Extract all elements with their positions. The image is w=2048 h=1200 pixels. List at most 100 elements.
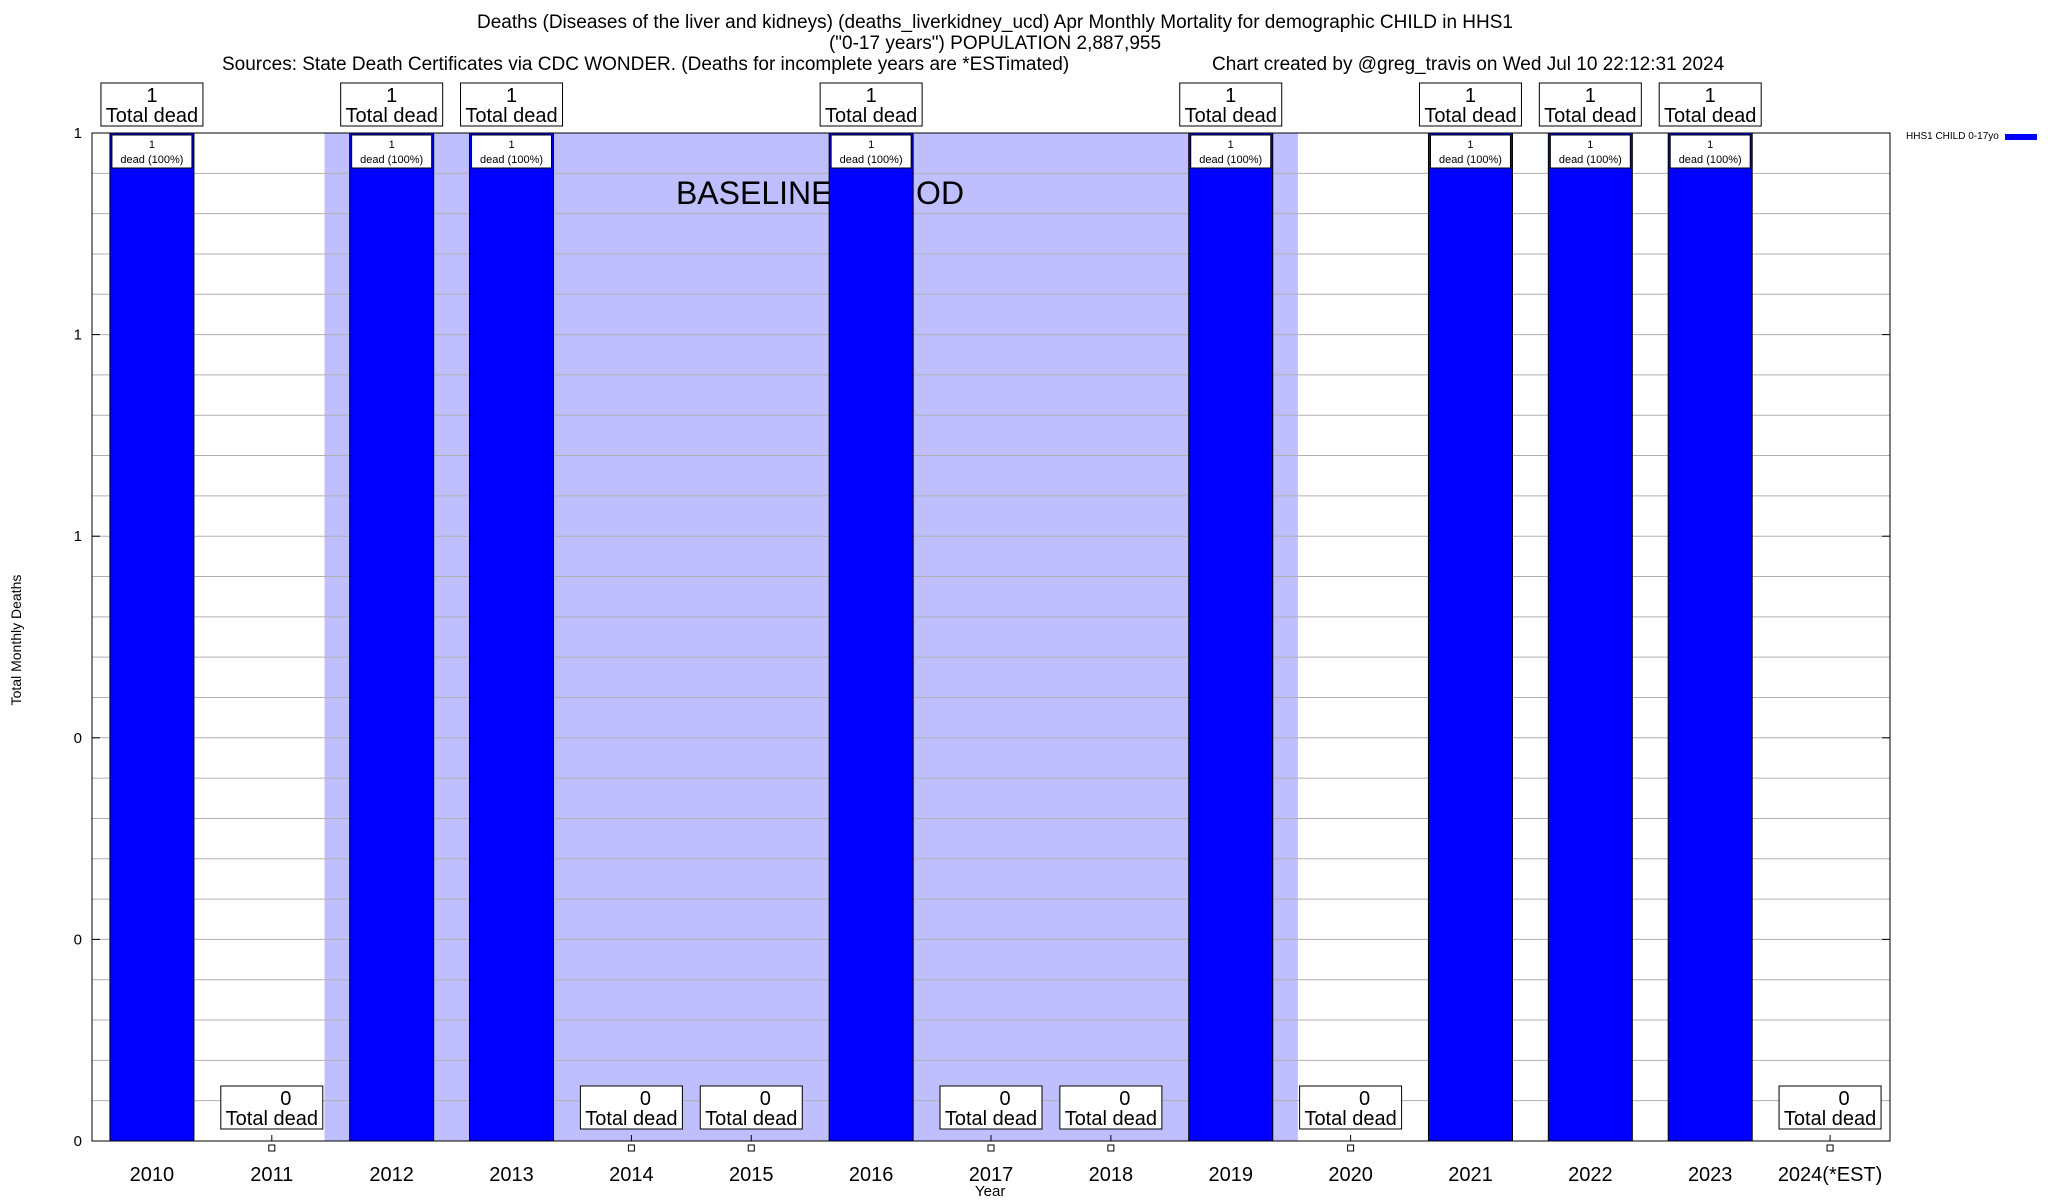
bar <box>828 132 914 1142</box>
legend: HHS1 CHILD 0-17yo <box>1906 131 2037 142</box>
total-label-value: 0 <box>1119 1088 1130 1110</box>
total-label-text: Total dead <box>1544 105 1636 127</box>
x-tick-label: 2012 <box>369 1164 414 1186</box>
total-label-text: Total dead <box>1664 105 1756 127</box>
bar-label-text: dead (100%) <box>120 154 183 166</box>
bar-label-value: 1 <box>1467 139 1473 151</box>
zero-marker <box>1107 1144 1115 1152</box>
total-label-box <box>100 82 204 127</box>
x-tick-label: 2024(*EST) <box>1778 1164 1883 1186</box>
bar-label-text: dead (100%) <box>1679 154 1742 166</box>
total-label-text: Total dead <box>1065 1108 1157 1130</box>
bar-label-text: dead (100%) <box>840 154 903 166</box>
bar-label-text: dead (100%) <box>1559 154 1622 166</box>
bar-label-text: dead (100%) <box>360 154 423 166</box>
total-label-text: Total dead <box>585 1108 677 1130</box>
legend-swatch <box>2004 133 2037 140</box>
bar <box>1188 132 1274 1142</box>
baseline-period-label: BASELINE PERIOD <box>676 175 964 211</box>
bar-label-box <box>1429 134 1511 169</box>
y-tick-label: 0 <box>74 1133 82 1150</box>
y-tick-label: 0 <box>74 730 82 747</box>
bar-label-box <box>1669 134 1751 169</box>
total-label-box <box>1658 82 1762 127</box>
total-label-value: 0 <box>1359 1088 1370 1110</box>
title-line-2: ("0-17 years") POPULATION 2,887,955 <box>828 33 1162 54</box>
bar-label-text: dead (100%) <box>1199 154 1262 166</box>
sources-text: Sources: State Death Certificates via CD… <box>222 54 1070 75</box>
total-label-text: Total dead <box>1304 1108 1396 1130</box>
total-label-box <box>1418 82 1522 127</box>
total-label-value: 1 <box>146 85 157 107</box>
bar <box>1547 132 1633 1142</box>
x-tick-label: 2021 <box>1448 1164 1493 1186</box>
total-label-value: 1 <box>386 85 397 107</box>
total-label-box <box>1059 1085 1163 1130</box>
total-label-value: 1 <box>1705 85 1716 107</box>
plot-frame <box>91 132 1891 1142</box>
x-tick-label: 2023 <box>1688 1164 1733 1186</box>
total-label-value: 1 <box>1465 85 1476 107</box>
bar-label-value: 1 <box>508 139 514 151</box>
total-label-text: Total dead <box>465 105 557 127</box>
bar <box>469 132 555 1142</box>
zero-marker <box>987 1144 995 1152</box>
total-label-text: Total dead <box>1784 1108 1876 1130</box>
bar-label-box <box>830 134 912 169</box>
x-tick-label: 2017 <box>969 1164 1014 1186</box>
bar-label-box <box>111 134 193 169</box>
zero-marker <box>1826 1144 1834 1152</box>
total-label-box <box>1299 1085 1403 1130</box>
bar <box>349 132 435 1142</box>
total-label-text: Total dead <box>1424 105 1516 127</box>
total-label-text: Total dead <box>825 105 917 127</box>
bar <box>1667 132 1753 1142</box>
bar <box>109 132 195 1142</box>
bar-label-value: 1 <box>389 139 395 151</box>
bar-label-value: 1 <box>1707 139 1713 151</box>
total-label-box <box>220 1085 324 1130</box>
x-tick-label: 2014 <box>609 1164 654 1186</box>
x-tick-label: 2010 <box>130 1164 175 1186</box>
bar-label-box <box>1190 134 1272 169</box>
total-label-value: 1 <box>506 85 517 107</box>
credit-text: Chart created by @greg_travis on Wed Jul… <box>1212 54 1725 75</box>
x-tick-label: 2022 <box>1568 1164 1613 1186</box>
x-tick-label: 2020 <box>1328 1164 1373 1186</box>
total-label-value: 0 <box>999 1088 1010 1110</box>
total-label-box <box>340 82 444 127</box>
bar-label-box <box>471 134 553 169</box>
bar-label-box <box>351 134 433 169</box>
legend-label: HHS1 CHILD 0-17yo <box>1906 131 1999 142</box>
total-label-box <box>939 1085 1043 1130</box>
bar-label-text: dead (100%) <box>480 154 543 166</box>
x-tick-label: 2018 <box>1089 1164 1134 1186</box>
zero-marker <box>268 1144 276 1152</box>
total-label-box <box>1778 1085 1882 1130</box>
y-tick-label: 1 <box>74 528 82 545</box>
chart-title: Deaths (Diseases of the liver and kidney… <box>0 12 1990 54</box>
bar-label-value: 1 <box>149 139 155 151</box>
x-tick-label: 2015 <box>729 1164 774 1186</box>
bar-label-text: dead (100%) <box>1439 154 1502 166</box>
zero-marker <box>1347 1144 1355 1152</box>
x-tick-label: 2019 <box>1208 1164 1253 1186</box>
total-label-text: Total dead <box>945 1108 1037 1130</box>
y-tick-label: 1 <box>74 125 82 142</box>
bar-label-box <box>1549 134 1631 169</box>
total-label-box <box>699 1085 803 1130</box>
total-label-value: 0 <box>280 1088 291 1110</box>
total-label-text: Total dead <box>106 105 198 127</box>
bar-label-value: 1 <box>868 139 874 151</box>
total-label-text: Total dead <box>705 1108 797 1130</box>
bar <box>1427 132 1513 1142</box>
total-label-text: Total dead <box>1185 105 1277 127</box>
total-label-box <box>579 1085 683 1130</box>
x-tick-label: 2013 <box>489 1164 534 1186</box>
y-axis-label: Total Monthly Deaths <box>8 574 24 706</box>
total-label-box <box>460 82 564 127</box>
x-tick-label: 2016 <box>849 1164 894 1186</box>
total-label-value: 0 <box>760 1088 771 1110</box>
x-axis-label: Year <box>975 1183 1006 1200</box>
x-tick-label: 2011 <box>250 1164 293 1186</box>
